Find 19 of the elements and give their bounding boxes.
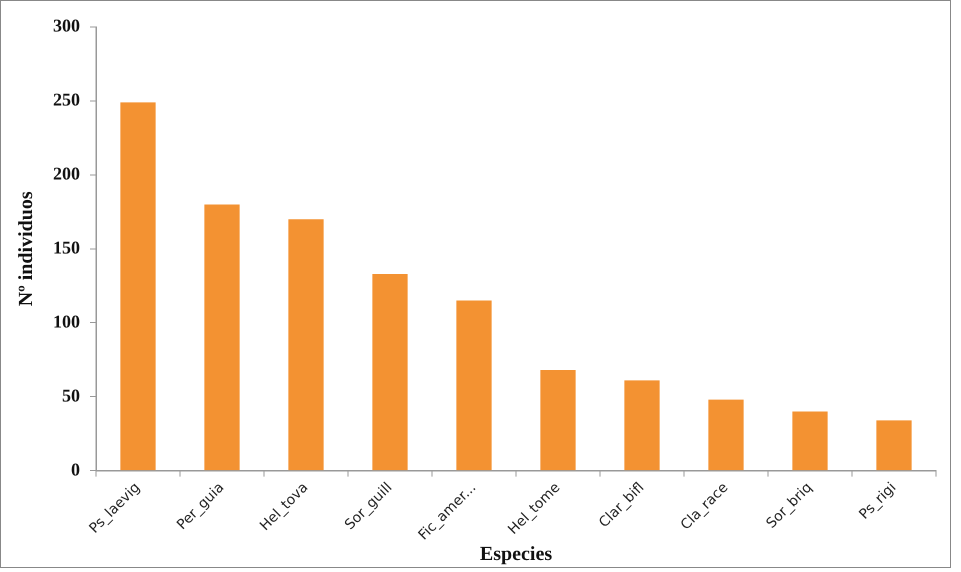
y-tick-label: 300 [53, 16, 80, 36]
y-tick-label: 250 [53, 90, 80, 110]
bar [624, 380, 660, 470]
y-tick-label: 100 [53, 311, 80, 332]
y-tick-label: 50 [62, 385, 80, 406]
bar [288, 219, 324, 470]
bar [708, 400, 744, 470]
bar [372, 274, 408, 470]
y-tick-label: 150 [53, 237, 80, 258]
bar [120, 102, 156, 470]
y-axis-title: Nº individuos [15, 191, 38, 306]
bar [540, 370, 576, 470]
bar [792, 411, 828, 470]
bar [456, 300, 492, 470]
y-tick-label: 0 [71, 459, 80, 480]
y-tick-label: 200 [53, 164, 80, 184]
bar [204, 204, 240, 470]
x-axis-title: Especies [480, 543, 552, 566]
bar [876, 420, 912, 470]
